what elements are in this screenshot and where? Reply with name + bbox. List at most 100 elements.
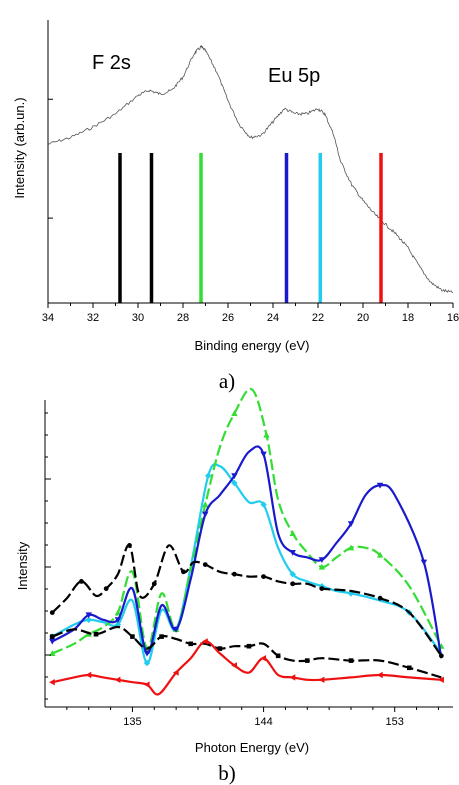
panel-b-xlabel: Photon Energy (eV)	[195, 740, 309, 755]
panel-b-series-1-point	[289, 571, 296, 578]
panel-a-x-tick-label: 34	[42, 312, 54, 324]
panel-b-series-4-point	[79, 579, 84, 584]
panel-b-series-5-line	[51, 625, 442, 679]
panel-a-axes: 34 32 30 28 26 24 22 20 18 16	[42, 20, 459, 324]
panel-b-series-2-point	[263, 431, 270, 438]
annotation-f2s: F 2s	[92, 52, 131, 74]
annotation-eu5p: Eu 5p	[268, 65, 320, 87]
panel-a-x-tick-label: 18	[402, 312, 414, 324]
panel-b-x-tick-label: 153	[386, 716, 404, 728]
panel-b-series-6-point	[49, 679, 55, 686]
panel-b-series-1-point	[318, 583, 326, 590]
panel-a-x-tick-label: 22	[312, 312, 324, 324]
panel-b-series-6-point	[202, 638, 208, 645]
panel-b-series-4-point	[202, 562, 208, 567]
panel-b-series-6-line	[52, 640, 442, 696]
panel-b-series-3-point	[85, 612, 92, 619]
panel-b-series-3-point	[143, 650, 151, 657]
panel-b-series-2-point	[289, 530, 296, 536]
panel-b-series-5-point	[188, 641, 194, 647]
panel-b-series-6-point	[318, 676, 325, 683]
panel-a-chart: 34 32 30 28 26 24 22 20 18 16 F 2s Eu 5p Binding …	[12, 20, 459, 393]
panel-b-ylabel: Intensity	[15, 541, 30, 590]
panel-b-series-6-point	[172, 669, 179, 676]
panel-b-series-5-point	[406, 665, 412, 671]
panel-a-x-tick-label: 24	[267, 312, 279, 324]
panel-b-series-1-point	[143, 659, 151, 667]
panel-b-series-4-point	[181, 569, 186, 575]
panel-b-series-3-point	[260, 451, 267, 458]
panel-b-series-3-point	[114, 617, 122, 623]
panel-a-ylabel: Intensity (arb.un.)	[12, 97, 27, 198]
panel-b-series-2-point	[318, 563, 326, 570]
panel-b-chart: 135 144 153 Photon Energy (eV) Intensity b…	[15, 387, 453, 785]
panel-a-x-tick-label: 28	[177, 312, 189, 324]
panel-b-series-1-point	[260, 501, 267, 508]
panel-b-series-5-point	[348, 658, 354, 663]
panel-b-series-5-point	[275, 653, 281, 659]
panel-a-xlabel: Binding energy (eV)	[195, 338, 310, 353]
panel-a-x-tick-label: 16	[447, 312, 459, 324]
panel-b-series-1-line	[51, 463, 443, 665]
panel-b-series-5-point	[49, 634, 55, 639]
panel-a-x-tick-label: 26	[222, 312, 234, 324]
panel-b-series-2-point	[231, 410, 238, 416]
panel-b-series-5-point	[304, 658, 310, 663]
panel-b-series-3-point	[318, 557, 326, 563]
panel-b-series-2-point	[347, 544, 355, 551]
panel-b-series-4-point	[49, 610, 55, 615]
panel-a-marks	[47, 44, 454, 303]
panel-b-series-3-point	[231, 473, 238, 479]
panel-a-x-tick-label: 32	[87, 312, 99, 324]
panel-a-x-tick-label: 30	[132, 312, 144, 324]
panel-b-series-2-point	[376, 551, 384, 558]
panel-b-series-3-line	[51, 445, 443, 659]
panel-b-series-6-point	[85, 671, 92, 679]
panel-b-series-5-point	[159, 634, 164, 639]
panel-b-series-6-point	[114, 676, 121, 683]
panel-a-label: a)	[219, 369, 235, 393]
panel-b-series-4-point	[127, 543, 132, 548]
panel-b-series-6-point	[260, 655, 267, 662]
panel-b-label: b)	[218, 761, 236, 785]
panel-b-series-4-point	[319, 586, 325, 591]
panel-b-series-1-point	[205, 472, 212, 479]
panel-b-series-5-point	[246, 643, 252, 649]
panel-b-series-1-point	[85, 616, 92, 623]
panel-b-series-1-point	[114, 621, 122, 628]
panel-b-series-4-point	[103, 586, 109, 591]
panel-b-series-1-point	[231, 479, 238, 487]
panel-b-series-4-point	[290, 581, 296, 587]
panel-b-series-6-point	[289, 674, 296, 681]
panel-b-series-3-point	[172, 626, 180, 633]
panel-b-series-4-point	[151, 581, 157, 587]
panel-b-x-tick-label: 144	[254, 716, 272, 728]
panel-b-x-tick-label: 135	[123, 716, 141, 728]
panel-b-series-5-point	[217, 646, 223, 651]
panel-b-series-4-point	[438, 653, 444, 659]
panel-b-series-2-line	[51, 387, 443, 655]
panel-b-series-2-point	[114, 609, 122, 616]
panel-b-series-3-point	[420, 559, 428, 566]
panel-a-x-tick-label: 20	[357, 312, 369, 324]
panel-b-series-4-point	[261, 574, 266, 579]
panel-b-series-1-point	[347, 590, 355, 597]
panel-b-axes: 135 144 153	[44, 400, 453, 728]
panel-b-marks	[49, 387, 445, 696]
panel-b-series-3-point	[376, 482, 384, 489]
panel-b-series-4-point	[377, 595, 383, 601]
panel-b-series-6-point	[143, 681, 150, 688]
panel-b-series-3-point	[49, 638, 56, 645]
panel-b-series-6-point	[376, 671, 383, 679]
panel-b-series-2-point	[202, 501, 209, 508]
panel-b-series-6-point	[438, 676, 444, 683]
panel-b-series-6-point	[231, 662, 237, 669]
panel-b-series-3-point	[202, 511, 209, 518]
panel-b-series-3-point	[289, 550, 296, 556]
panel-a-spectrum-line	[47, 44, 454, 294]
panel-b-series-4-point	[232, 571, 237, 577]
panel-b-series-3-point	[347, 521, 355, 527]
panel-b-series-5-point	[93, 631, 99, 637]
panel-b-series-5-point	[130, 634, 135, 639]
